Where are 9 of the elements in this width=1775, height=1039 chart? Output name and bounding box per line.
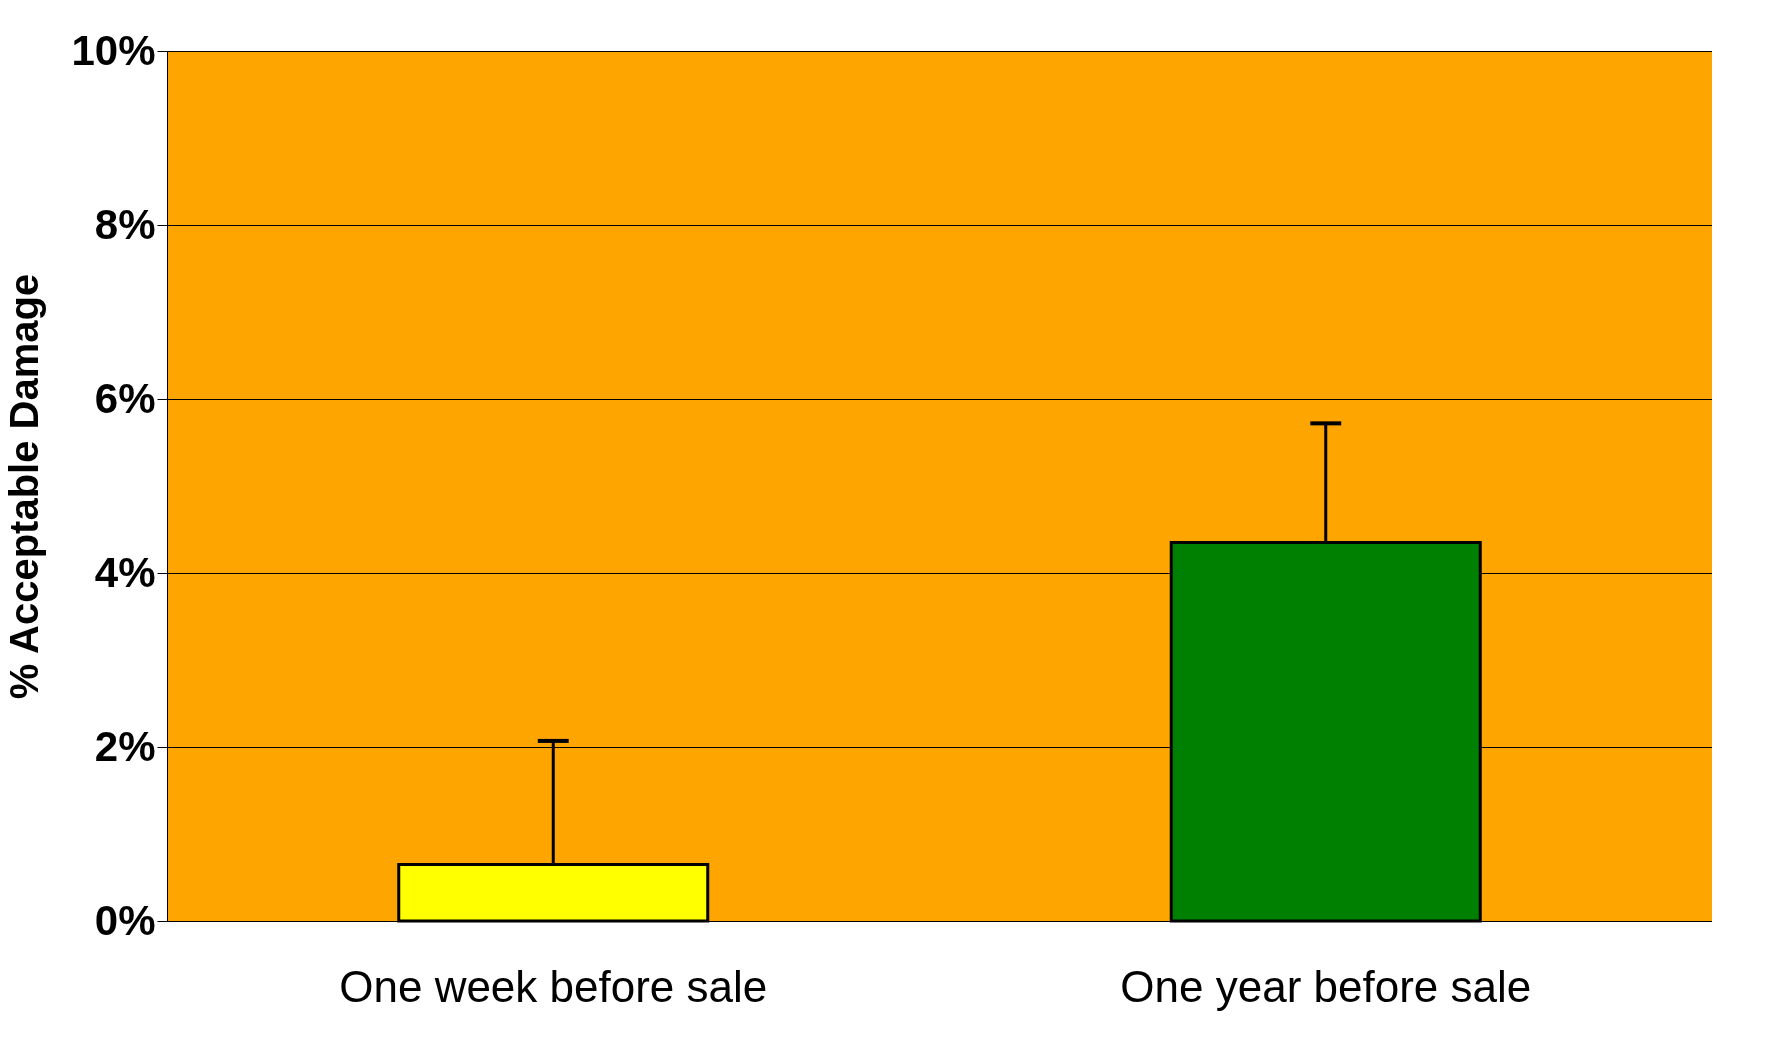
y-tick-label: 4% — [94, 548, 156, 596]
y-tick-label: 2% — [94, 722, 156, 770]
y-tick-label: 8% — [94, 200, 156, 248]
x-tick-label: One year before sale — [1120, 961, 1532, 1011]
x-tick-label: One week before sale — [339, 961, 768, 1011]
y-axis-title: % Acceptable Damage — [2, 273, 47, 700]
y-tick-label: 0% — [94, 896, 156, 944]
y-tick-label: 6% — [94, 374, 156, 422]
y-tick-label: 10% — [71, 26, 156, 74]
